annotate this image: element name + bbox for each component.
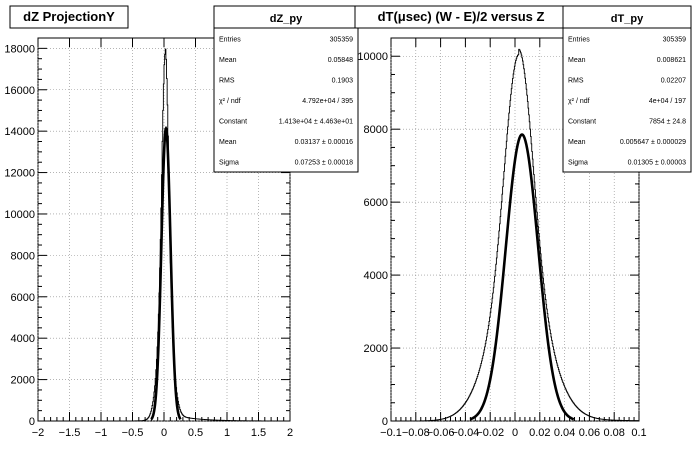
y-tick-label: 2000 [11,375,35,387]
x-tick-label: 0.02 [529,427,550,439]
x-tick-label: −0.02 [476,427,504,439]
stats-name: dZ_py [270,13,303,25]
title-box [9,5,129,29]
x-tick-label: 0 [161,427,167,439]
x-tick-label: −1 [95,427,108,439]
stats-label: Constant [568,119,596,126]
y-tick-label: 14000 [4,126,35,138]
y-tick-label: 4000 [11,333,35,345]
stats-label: RMS [219,77,235,84]
histogram-panel-1: −2 −1.5 −1 −0.5 0 0.5 1 1.5 2 0 2000 4000 6000 8000 10… [4,5,359,439]
x-tick-label: 0.08 [603,427,624,439]
stats-box [562,5,692,173]
x-tick-label: −0.04 [451,427,479,439]
x-tick-label: −0.5 [122,427,144,439]
stats-value: 305359 [663,36,686,43]
stats-label: Sigma [568,160,588,167]
stats-value: 0.05848 [328,57,353,64]
y-tick-label: 8000 [364,124,388,136]
y-tick-label: 6000 [364,197,388,209]
histogram-panel-2: −0.1 −0.08−0.06−0.04−0.02 0 0.02 0.04 0.06 0.0… [354,5,692,439]
stats-value: 0.1903 [332,77,354,84]
chart-title: dZ ProjectionY [23,9,115,24]
y-tick-label: 10000 [4,209,35,221]
gaussian-fit-line [469,133,575,421]
stats-value: 0.008621 [657,57,686,64]
x-tick-label: 0.06 [579,427,600,439]
x-tick-label: −1.5 [59,427,81,439]
chart-title: dT(μsec) (W - E)/2 versus Z [378,9,545,24]
x-tick-label: 0.04 [554,427,575,439]
stats-value: 0.02207 [661,77,686,84]
histogram-line [38,48,291,422]
x-tick-label: 0.5 [188,427,203,439]
stats-label: Entries [219,36,241,43]
stats-label: χ² / ndf [219,98,241,105]
stats-value: 4e+04 / 197 [649,98,686,105]
stats-name: dT_py [611,13,644,25]
x-tick-label: 0.1 [631,427,646,439]
stats-value: 0.07253 ± 0.00018 [295,160,353,167]
x-tick-label: 0 [512,427,518,439]
x-tick-label: 1 [224,427,230,439]
y-tick-label: 6000 [11,292,35,304]
stats-label: RMS [568,77,584,84]
gaussian-fit-line [150,125,182,421]
stats-value: 0.01305 ± 0.00003 [628,160,686,167]
y-tick-label: 16000 [4,85,35,97]
y-tick-label: 18000 [4,43,35,55]
y-tick-label: 10000 [357,51,388,63]
y-tick-label: 12000 [4,168,35,180]
x-tick-label: 2 [287,427,293,439]
stats-label: Mean [219,139,237,146]
stats-value: 7854 ± 24.8 [649,119,686,126]
stats-value: 305359 [330,36,353,43]
y-tick-label: 0 [382,416,388,428]
stats-label: Mean [568,139,586,146]
y-tick-label: 2000 [364,343,388,355]
stats-label: Constant [219,119,247,126]
stats-label: Mean [568,57,586,64]
stats-value: 0.005647 ± 0.000029 [620,139,686,146]
stats-value: 0.03137 ± 0.00016 [295,139,353,146]
x-tick-label: −0.06 [427,427,455,439]
x-tick-label: −0.1 [380,427,402,439]
x-tick-label: −0.08 [402,427,430,439]
stats-box [213,5,359,173]
stats-label: Mean [219,57,237,64]
histogram-line [391,48,640,422]
y-tick-label: 4000 [364,270,388,282]
x-tick-label: −2 [32,427,45,439]
stats-label: Sigma [219,160,239,167]
y-tick-label: 8000 [11,250,35,262]
stats-label: Entries [568,36,590,43]
y-tick-label: 0 [29,416,35,428]
stats-value: 4.792e+04 / 395 [302,98,353,105]
stats-value: 1.413e+04 ± 4.463e+01 [279,119,353,126]
stats-label: χ² / ndf [568,98,590,105]
x-tick-label: 1.5 [251,427,266,439]
